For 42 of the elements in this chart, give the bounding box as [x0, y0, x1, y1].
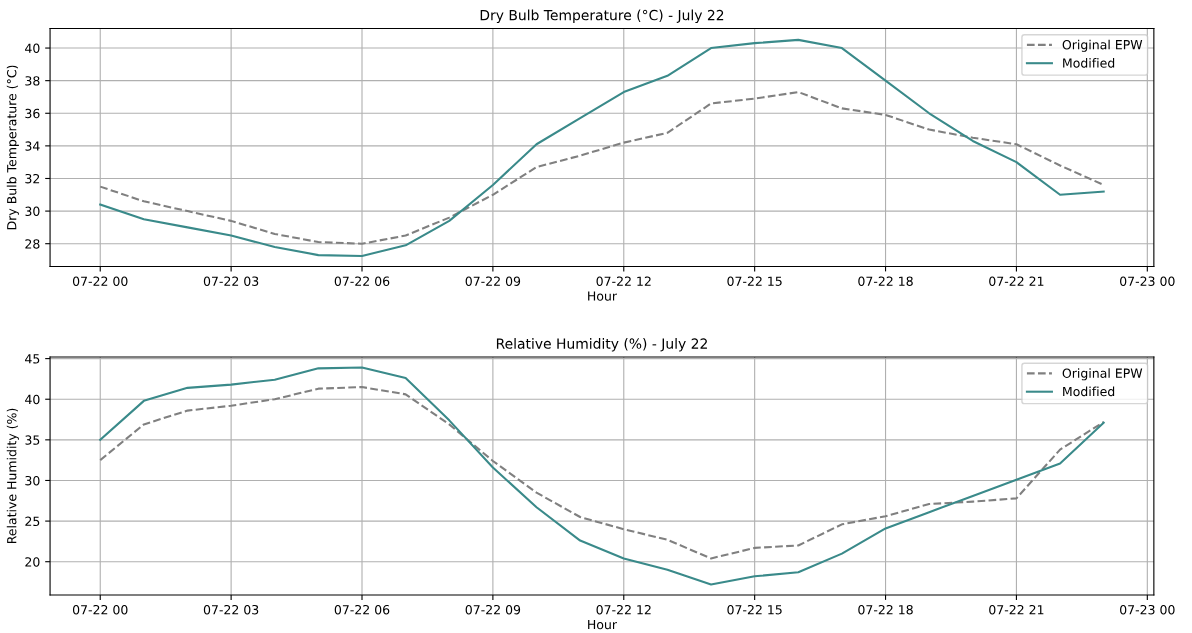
x-tick-label: 07-23 00 — [1120, 604, 1175, 615]
x-tick-label: 07-22 03 — [203, 276, 259, 286]
chart-title: Relative Humidity (%) - July 22 — [496, 338, 707, 352]
legend-label: Modified — [1063, 386, 1115, 397]
y-tick-label: 30 — [25, 475, 40, 486]
x-tick-label: 07-22 21 — [989, 276, 1044, 286]
x-tick-label: 07-22 00 — [72, 276, 128, 286]
y-tick-label: 32 — [25, 173, 40, 184]
x-axis-title: Hour — [588, 291, 618, 301]
x-tick-label: 07-22 15 — [727, 276, 782, 286]
y-tick-label: 45 — [25, 354, 40, 364]
chart-title: Dry Bulb Temperature (°C) - July 22 — [480, 9, 724, 24]
y-axis-title: Dry Bulb Temperature (°C) — [6, 65, 19, 230]
x-tick-label: 07-22 09 — [465, 604, 521, 615]
y-tick-label: 20 — [25, 557, 40, 567]
line-series — [99, 91, 1105, 245]
x-tick-label: 07-22 06 — [334, 604, 390, 615]
x-axis-title: Hour — [588, 620, 618, 630]
legend-label: Modified — [1063, 58, 1115, 68]
y-tick-label: 28 — [25, 239, 40, 249]
y-tick-label: 40 — [25, 43, 40, 53]
y-tick-label: 35 — [25, 435, 40, 445]
x-tick-label: 07-22 06 — [334, 276, 390, 286]
x-tick-label: 07-22 18 — [858, 604, 913, 615]
y-tick-label: 34 — [25, 141, 40, 151]
legend-label: Original EPW — [1062, 368, 1143, 381]
x-tick-label: 07-22 12 — [596, 276, 651, 286]
y-tick-label: 38 — [25, 76, 40, 86]
x-tick-label: 07-22 18 — [858, 276, 913, 286]
x-tick-label: 07-22 03 — [203, 604, 259, 615]
x-tick-label: 07-22 12 — [596, 604, 651, 615]
x-tick-label: 07-22 21 — [989, 604, 1044, 615]
y-tick-label: 25 — [25, 516, 40, 527]
y-tick-label: 36 — [25, 108, 40, 119]
x-tick-label: 07-22 09 — [465, 276, 521, 286]
legend-label: Original EPW — [1062, 39, 1143, 52]
y-tick-label: 30 — [25, 206, 40, 217]
y-axis-title: Relative Humidity (%) — [6, 408, 19, 544]
x-tick-label: 07-22 00 — [72, 604, 128, 615]
x-tick-label: 07-22 15 — [727, 604, 782, 615]
x-tick-label: 07-23 00 — [1120, 276, 1175, 286]
y-tick-label: 40 — [25, 394, 40, 405]
